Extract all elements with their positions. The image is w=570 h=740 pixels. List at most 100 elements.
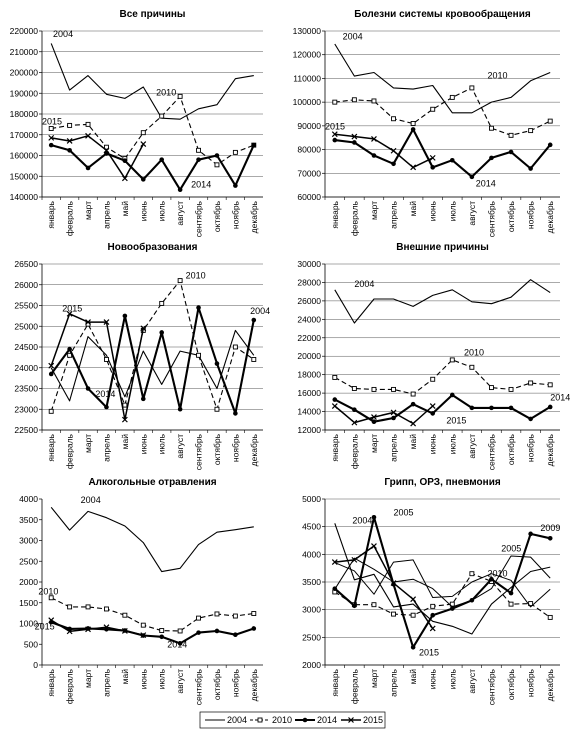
series-line xyxy=(50,619,144,636)
legend-label: 2015 xyxy=(363,715,383,725)
data-point xyxy=(469,364,475,370)
series-line xyxy=(334,545,434,629)
x-tick-label: апрель xyxy=(389,668,399,696)
data-point xyxy=(489,385,494,391)
y-tick-label: 22000 xyxy=(297,333,321,343)
series-annotation: 2014 xyxy=(191,180,211,190)
y-tick-label: 22500 xyxy=(14,425,38,435)
data-point xyxy=(332,374,338,380)
data-point xyxy=(159,300,165,306)
y-tick-label: 160000 xyxy=(10,151,39,161)
y-tick-label: 5000 xyxy=(302,494,321,504)
data-point xyxy=(528,380,534,386)
y-tick-label: 220000 xyxy=(10,26,39,36)
x-tick-label: апрель xyxy=(101,433,111,461)
y-tick-label: 4000 xyxy=(302,549,321,559)
data-point xyxy=(391,161,396,167)
data-point xyxy=(410,127,416,132)
data-point xyxy=(430,376,436,382)
data-point xyxy=(85,165,91,171)
data-point xyxy=(122,158,128,163)
data-point xyxy=(352,407,357,413)
legend-item-2015: 2015 xyxy=(341,715,383,725)
data-point xyxy=(528,128,534,134)
data-point xyxy=(140,141,147,148)
data-point xyxy=(449,606,455,611)
data-point xyxy=(233,411,238,416)
x-tick-label: сентябрь xyxy=(486,200,496,237)
y-tick-label: 500 xyxy=(24,639,38,649)
data-point xyxy=(196,147,201,153)
y-tick-label: 26000 xyxy=(297,296,321,306)
series-annotation: 2004 xyxy=(250,306,270,316)
data-point xyxy=(429,625,436,632)
data-point xyxy=(449,157,455,163)
data-point xyxy=(410,612,416,618)
x-tick-label: март xyxy=(83,669,93,688)
data-point xyxy=(410,644,416,650)
series-annotation: 2004 xyxy=(343,31,363,41)
data-point xyxy=(177,278,183,284)
x-tick-label: сентябрь xyxy=(194,668,204,705)
series-line xyxy=(334,405,434,425)
series-annotation: 2005 xyxy=(394,508,414,518)
series-2010 xyxy=(48,595,257,634)
series-line xyxy=(334,43,551,114)
data-point xyxy=(410,391,416,397)
series-annotation: 2010 xyxy=(464,347,484,357)
series-line xyxy=(51,95,255,166)
data-point xyxy=(67,346,72,352)
y-tick-label: 26000 xyxy=(14,280,38,290)
y-tick-label: 16000 xyxy=(297,388,321,398)
series-2010 xyxy=(332,357,553,397)
series-2015 xyxy=(48,310,147,423)
y-tick-label: 3500 xyxy=(302,577,321,587)
y-tick-label: 140000 xyxy=(10,192,39,202)
series-annotation: 2015 xyxy=(62,304,82,314)
y-tick-label: 1500 xyxy=(19,598,38,608)
series-annotation: 2004 xyxy=(354,279,374,289)
data-point xyxy=(489,155,494,161)
chart-panel-1: Все причины 140000 150000 160000 170000 18000… xyxy=(10,9,263,237)
series-line xyxy=(50,313,145,421)
x-tick-label: июнь xyxy=(428,433,438,454)
data-point xyxy=(177,628,183,634)
data-point xyxy=(177,641,183,646)
y-tick-label: 23000 xyxy=(14,404,38,414)
y-tick-label: 30000 xyxy=(297,259,321,269)
x-tick-label: ноябрь xyxy=(526,433,536,462)
legend-label: 2010 xyxy=(272,715,292,725)
data-point xyxy=(469,174,475,180)
x-tick-label: июль xyxy=(157,668,167,689)
series-line xyxy=(334,393,551,423)
y-tick-label: 24000 xyxy=(14,363,38,373)
series-annotation: 2010 xyxy=(488,568,508,578)
legend-item-2010: 2010 xyxy=(250,715,292,725)
data-point xyxy=(371,153,377,158)
data-point xyxy=(391,581,396,587)
x-tick-label: февраль xyxy=(349,200,359,236)
x-tick-label: январь xyxy=(330,200,340,228)
series-2014 xyxy=(332,127,553,180)
data-point xyxy=(469,85,475,91)
y-tick-label: 3000 xyxy=(302,605,321,615)
chart-panel-2: Болезни системы кровообращения 60000 70000… xyxy=(293,8,560,237)
data-point xyxy=(430,165,436,170)
series-line xyxy=(50,280,255,412)
series-extra-5 xyxy=(334,559,551,608)
data-point xyxy=(122,402,128,408)
data-point xyxy=(196,352,201,358)
y-tick-label: 20000 xyxy=(297,351,321,361)
x-tick-label: сентябрь xyxy=(194,433,204,470)
data-point xyxy=(67,148,72,153)
x-tick-label: май xyxy=(120,669,130,685)
data-point xyxy=(429,154,436,161)
data-point xyxy=(410,401,416,407)
y-tick-label: 2000 xyxy=(302,660,321,670)
chart-title: Внешние причины xyxy=(396,242,489,253)
x-tick-label: июль xyxy=(157,200,167,221)
x-tick-label: декабрь xyxy=(545,200,555,233)
x-tick-label: февраль xyxy=(65,668,75,704)
x-tick-label: январь xyxy=(46,668,56,696)
data-point xyxy=(410,121,416,126)
